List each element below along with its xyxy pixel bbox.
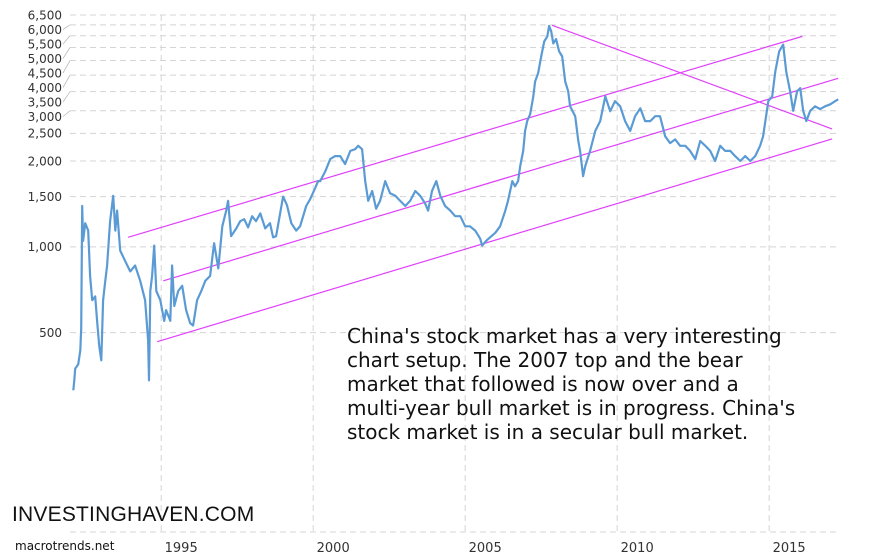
- source-credit: macrotrends.net: [15, 539, 115, 553]
- trendline-channel-upper: [127, 35, 803, 238]
- trendline-bear-market-downtrend: [551, 24, 833, 130]
- y-tick-leader: [62, 91, 71, 103]
- y-tick-leader: [62, 24, 71, 30]
- y-tick-label: 1,500: [28, 190, 62, 204]
- annotation-line: stock market is in a secular bull market…: [347, 420, 749, 444]
- y-tick-label: 1,000: [28, 240, 62, 254]
- y-tick-label: 4,500: [28, 66, 62, 80]
- y-axis-ticks: 500 1,000 1,500 2,000 2,500 3,0003,5004,0004,…: [28, 8, 71, 340]
- y-tick-label: 4,000: [28, 81, 62, 95]
- y-tick-label: 5,500: [28, 37, 62, 51]
- price-series: [72, 24, 839, 391]
- y-tick-leader: [62, 47, 71, 59]
- x-tick-label: 2015: [773, 541, 806, 556]
- trendlines: [127, 24, 839, 343]
- x-tick-label: 2010: [621, 541, 654, 556]
- y-tick-label: 2,500: [28, 127, 62, 141]
- grid-lines: [70, 14, 840, 533]
- y-tick-label: 3,000: [28, 110, 62, 124]
- trendline-channel-middle: [163, 77, 839, 282]
- x-tick-label: 2000: [317, 541, 350, 556]
- trendline-channel-lower: [157, 138, 833, 343]
- y-tick-label: 6,500: [28, 8, 62, 22]
- x-tick-label: 2005: [469, 541, 502, 556]
- y-tick-leader: [62, 110, 71, 117]
- y-tick-label: 3,500: [28, 95, 62, 109]
- chart-annotation: China's stock market has a very interest…: [347, 324, 867, 444]
- y-tick-leader: [62, 60, 71, 74]
- y-tick-label: 5,000: [28, 52, 62, 66]
- annotation-line: China's stock market has a very interest…: [347, 324, 782, 348]
- annotation-line: market that followed is now over and a: [347, 372, 739, 396]
- annotation-line: multi-year bull market is in progress. C…: [347, 396, 796, 420]
- y-tick-leader: [62, 74, 71, 88]
- y-tick-leader: [62, 35, 71, 45]
- watermark: INVESTINGHAVEN.COM: [12, 503, 255, 526]
- annotation-line: chart setup. The 2007 top and the bear: [347, 348, 743, 372]
- x-axis-ticks: 1995 2000 2005 2010 2015: [165, 541, 806, 556]
- series-line: [72, 24, 839, 391]
- y-tick-label: 6,000: [28, 23, 62, 37]
- y-tick-label: 500: [39, 326, 62, 340]
- x-tick-label: 1995: [165, 541, 198, 556]
- y-tick-label: 2,000: [28, 154, 62, 168]
